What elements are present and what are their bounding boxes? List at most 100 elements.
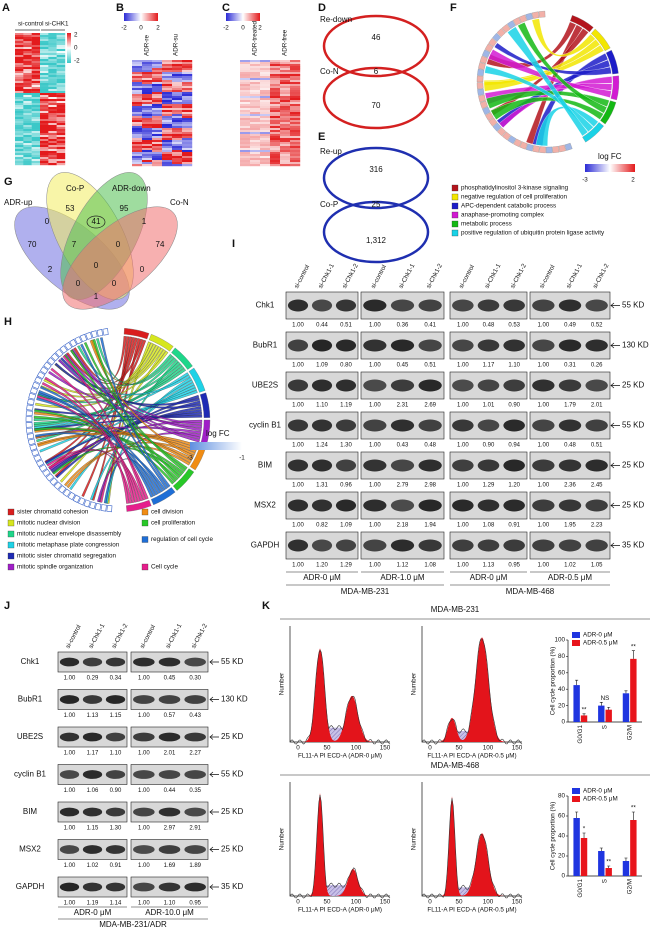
heatmap-cell — [270, 64, 281, 67]
band-ratio: 0.91 — [508, 523, 520, 529]
heatmap-cell — [31, 145, 41, 148]
heatmap-cell — [31, 119, 41, 122]
heatmap-cell — [270, 88, 281, 91]
heatmap-cell — [152, 104, 163, 107]
band-ratio: 1.00 — [64, 788, 76, 794]
heatmap-cell — [290, 152, 301, 155]
heatmap-cell — [240, 140, 251, 143]
band-ratio: 0.95 — [189, 901, 201, 907]
band-ratio: 1.10 — [316, 403, 328, 409]
heatmap-cell — [48, 117, 57, 120]
heatmap-cell — [182, 128, 193, 131]
band-ratio: 2.27 — [189, 751, 201, 757]
heatmap-cell — [182, 118, 193, 121]
heatmap-cell — [172, 138, 183, 141]
condition-label: ADR-10.0 μM — [145, 908, 194, 917]
heatmap-cell — [31, 61, 41, 64]
heatmap-cell — [280, 116, 291, 119]
heatmap-cell — [48, 161, 57, 164]
blot-band — [335, 419, 357, 432]
heatmap-cell — [250, 150, 261, 153]
gene-segment — [43, 361, 52, 370]
heatmap-cell — [162, 156, 173, 159]
heatmap-cell — [270, 146, 281, 149]
scale-title: log FC — [598, 152, 622, 161]
scale-label: 0 — [139, 25, 143, 32]
heatmap-cell — [31, 117, 41, 120]
heatmap-cell — [182, 124, 193, 127]
gene-segment — [492, 122, 502, 132]
heatmap-cell — [240, 144, 251, 147]
heatmap-cell — [142, 126, 153, 129]
band-ratio: 1.00 — [537, 563, 549, 569]
venn-count: 70 — [28, 240, 37, 249]
gene-segment — [45, 473, 55, 482]
gene-segment — [538, 10, 546, 18]
heatmap-cell — [260, 136, 271, 139]
gene-segment — [25, 422, 33, 428]
venn-count: 1,312 — [366, 236, 387, 245]
marker-arrow — [209, 734, 219, 740]
heatmap-cell — [162, 148, 173, 151]
heatmap-cell — [23, 53, 32, 56]
heatmap-cell — [31, 149, 41, 152]
heatmap-cell — [15, 129, 24, 132]
gene-segment — [29, 387, 38, 395]
blot-band — [287, 339, 309, 352]
heatmap-cell — [240, 88, 251, 91]
scale-label: -2 — [121, 25, 127, 32]
band-ratio: 0.52 — [591, 323, 603, 329]
heatmap-cell — [48, 119, 57, 122]
heatmap-cell — [270, 156, 281, 159]
heatmap-cell — [15, 151, 24, 154]
x-tick-label: 50 — [323, 899, 331, 906]
band-ratio: 0.45 — [397, 363, 409, 369]
blot-band — [158, 732, 181, 742]
heatmap-cell — [56, 133, 66, 136]
heatmap-cell — [152, 162, 163, 165]
heatmap-cell — [250, 60, 261, 63]
lane-label: si-control — [65, 624, 83, 650]
chord-ribbon — [483, 44, 605, 92]
heatmap-cell — [240, 148, 251, 151]
heatmap-cell — [240, 130, 251, 133]
heatmap-cell — [23, 97, 32, 100]
band-ratio: 2.91 — [189, 826, 201, 832]
heatmap-cell — [40, 99, 49, 102]
band-ratio: 1.20 — [316, 563, 328, 569]
blot-band — [452, 459, 474, 472]
heatmap-cell — [260, 76, 271, 79]
blot-band — [105, 770, 126, 779]
heatmap-cell — [280, 102, 291, 105]
y-tick-label: 0 — [561, 719, 565, 726]
heatmap-cell — [260, 154, 271, 157]
heatmap-cell — [48, 99, 57, 102]
band-ratio: 2.97 — [164, 826, 176, 832]
band-ratio: 1.00 — [457, 403, 469, 409]
band-ratio: 1.31 — [316, 483, 328, 489]
heatmap-cell — [15, 115, 24, 118]
heatmap-cell — [132, 100, 143, 103]
band-ratio: 1.10 — [110, 751, 122, 757]
blot-band — [558, 379, 582, 392]
heatmap-cell — [172, 92, 183, 95]
heatmap-cell — [260, 162, 271, 165]
heatmap-cell — [162, 100, 173, 103]
heatmap-cell — [48, 71, 57, 74]
heatmap-cell — [48, 57, 57, 60]
heatmap-cell — [142, 74, 153, 77]
heatmap-cell — [40, 61, 49, 64]
heatmap-cell — [15, 149, 24, 152]
heatmap-cell — [31, 157, 41, 160]
heatmap-cell — [132, 144, 143, 147]
gene-segment — [558, 144, 566, 153]
heatmap-cell — [152, 164, 163, 167]
heatmap-cell — [132, 60, 143, 63]
heatmap-cell — [280, 126, 291, 129]
heatmap-cell — [48, 43, 57, 46]
heatmap-cell — [40, 153, 49, 156]
heatmap-cell — [48, 129, 57, 132]
heatmap-cell — [182, 76, 193, 79]
chord-ribbon — [54, 346, 162, 389]
heatmap-cell — [152, 124, 163, 127]
